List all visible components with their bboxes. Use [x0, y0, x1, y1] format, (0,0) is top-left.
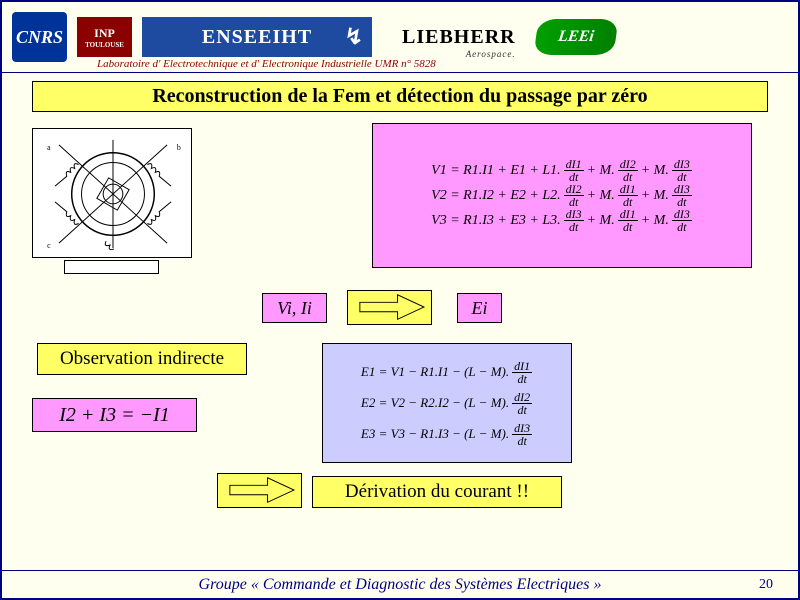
ei-box: Ei: [457, 293, 502, 323]
content-area: a b c V1 = R1.I1 + E1 + L1. dI1dt + M. d…: [2, 118, 798, 558]
header: CNRS INP TOULOUSE ENSEEIHT LIEBHERR Aero…: [2, 2, 798, 72]
logo-liebherr-sub: Aerospace.: [466, 49, 516, 59]
current-relation: I2 + I3 = −I1: [32, 398, 197, 432]
eq-v3: V3 = R1.I3 + E3 + L3. dI3dt + M. dI1dt +…: [377, 208, 747, 233]
slide-title: Reconstruction de la Fem et détection du…: [32, 81, 768, 112]
arrow-right-2: [217, 473, 302, 508]
logo-liebherr-text: LIEBHERR: [402, 26, 516, 48]
footer: Groupe « Commande et Diagnostic des Syst…: [2, 570, 798, 598]
logo-leei: LEEi: [533, 19, 618, 55]
voltage-equations: V1 = R1.I1 + E1 + L1. dI1dt + M. dI2dt +…: [372, 123, 752, 268]
eq-v2: V2 = R1.I2 + E2 + L2. dI2dt + M. dI1dt +…: [377, 183, 747, 208]
logo-enseeiht: ENSEEIHT: [142, 17, 372, 57]
page-number: 20: [759, 577, 773, 593]
footer-group: Groupe « Commande et Diagnostic des Syst…: [199, 576, 602, 594]
eq-v1: V1 = R1.I1 + E1 + L1. dI1dt + M. dI2dt +…: [377, 158, 747, 183]
svg-text:b: b: [177, 143, 181, 152]
derivation-box: Dérivation du courant !!: [312, 476, 562, 508]
motor-svg-icon: a b c: [39, 135, 187, 253]
logo-inp: INP TOULOUSE: [77, 17, 132, 57]
eq-e1: E1 = V1 − R1.I1 − (L − M). dI1dt: [327, 360, 567, 385]
eq-e2: E2 = V2 − R2.I2 − (L − M). dI2dt: [327, 391, 567, 416]
lab-line: Laboratoire d' Electrotechnique et d' El…: [97, 58, 436, 70]
arrow-right-1: [347, 290, 432, 325]
eq-e3: E3 = V3 − R1.I3 − (L − M). dI3dt: [327, 422, 567, 447]
logo-liebherr: LIEBHERR Aerospace.: [402, 26, 516, 49]
arrow-icon: [348, 291, 433, 324]
arrow-icon: [218, 474, 303, 507]
logo-inp-sub: TOULOUSE: [85, 41, 124, 49]
logo-inp-text: INP: [94, 26, 115, 41]
svg-text:c: c: [47, 241, 51, 250]
motor-diagram: a b c: [32, 128, 192, 258]
vi-ii-box: Vi, Ii: [262, 293, 327, 323]
svg-text:a: a: [47, 143, 51, 152]
header-divider: [2, 72, 798, 73]
diagram-caption-box: [64, 260, 159, 274]
logo-cnrs: CNRS: [12, 12, 67, 62]
observation-box: Observation indirecte: [37, 343, 247, 375]
emf-equations: E1 = V1 − R1.I1 − (L − M). dI1dt E2 = V2…: [322, 343, 572, 463]
